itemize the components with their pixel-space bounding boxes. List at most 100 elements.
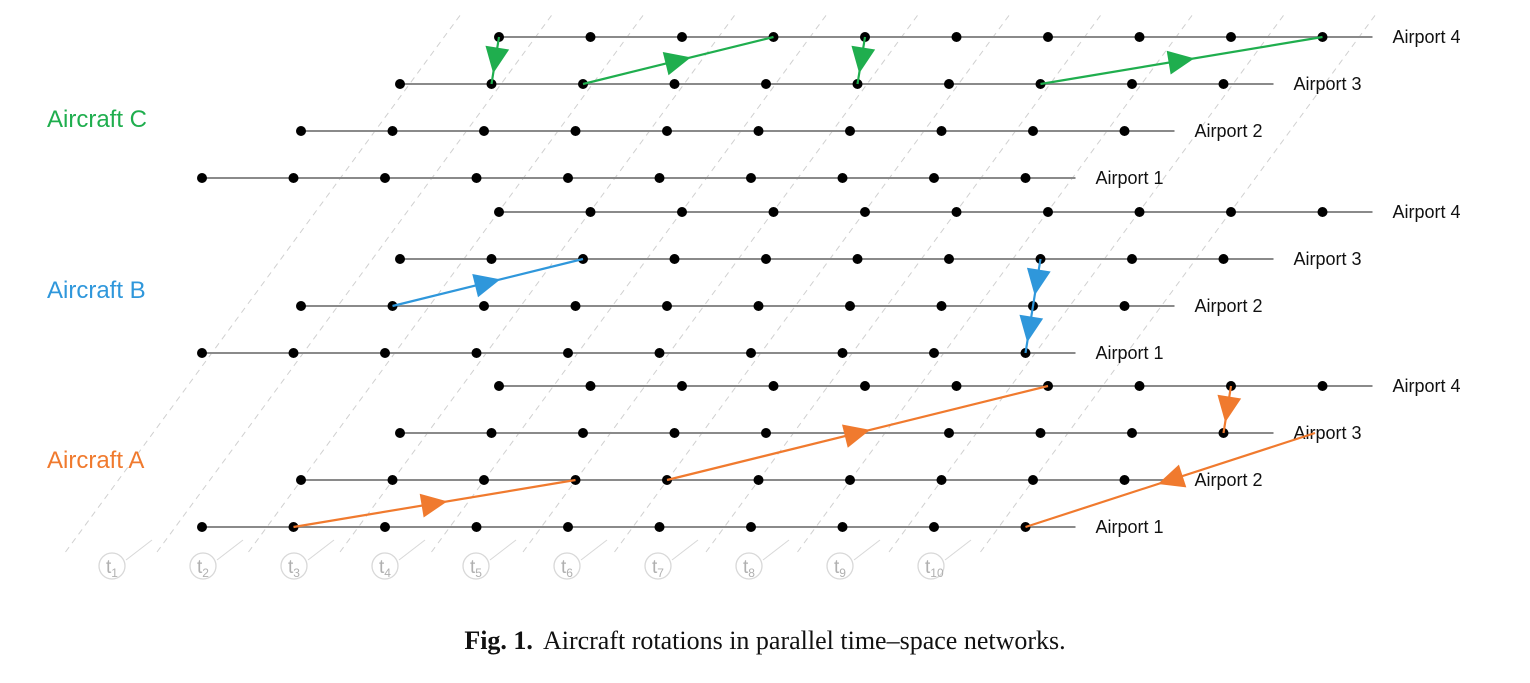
flight-arrowhead bbox=[485, 45, 510, 74]
time-tick bbox=[398, 539, 426, 561]
time-label-text: t7 bbox=[652, 557, 664, 580]
time-label-text: t4 bbox=[379, 557, 391, 580]
time-space-node bbox=[936, 475, 947, 485]
time-space-node bbox=[1043, 32, 1053, 42]
time-axis-labels: t1 t2 t3 t4 t5 t6 t7 t8 t9 t10 bbox=[98, 539, 972, 580]
time-space-node bbox=[654, 522, 665, 532]
figure-caption-text: Aircraft rotations in parallel time–spac… bbox=[542, 626, 1066, 655]
time-space-node bbox=[951, 32, 962, 42]
time-space-node bbox=[563, 522, 573, 532]
time-space-node bbox=[578, 428, 588, 438]
aircraft-network-aircraft-c: Airport 1 Airport 2 Airport 3 Airport 4 Airc… bbox=[47, 27, 1461, 188]
time-space-node bbox=[654, 173, 665, 183]
time-space-node bbox=[479, 475, 489, 485]
time-tick bbox=[580, 539, 608, 561]
time-space-node bbox=[563, 348, 573, 358]
time-space-node bbox=[761, 428, 771, 438]
time-label-t2: t2 bbox=[189, 539, 244, 580]
time-label-text: t2 bbox=[197, 557, 209, 580]
flight-arrowhead bbox=[419, 493, 448, 518]
time-guide-line bbox=[522, 11, 921, 553]
time-guide-line bbox=[888, 11, 1287, 553]
time-space-node bbox=[837, 522, 848, 532]
time-space-node bbox=[395, 79, 405, 89]
airport-label: Airport 4 bbox=[1393, 27, 1461, 47]
time-space-node bbox=[753, 475, 764, 485]
time-space-node bbox=[486, 254, 497, 264]
time-space-node bbox=[860, 381, 870, 391]
time-space-node bbox=[677, 381, 687, 391]
time-guide-line bbox=[980, 11, 1378, 553]
time-space-node bbox=[944, 428, 954, 438]
time-space-node bbox=[662, 126, 672, 136]
time-space-node bbox=[471, 173, 482, 183]
time-space-node bbox=[1119, 475, 1130, 485]
time-space-node bbox=[845, 301, 855, 311]
time-space-node bbox=[197, 522, 207, 532]
airport-label: Airport 3 bbox=[1294, 249, 1362, 269]
time-space-node bbox=[1028, 126, 1038, 136]
flight-arrowhead bbox=[842, 424, 871, 448]
time-guide-line bbox=[65, 11, 463, 553]
time-space-node bbox=[1035, 428, 1046, 438]
time-space-node bbox=[570, 126, 581, 136]
time-label-circle bbox=[644, 552, 672, 580]
time-space-node bbox=[837, 173, 848, 183]
time-space-node bbox=[1020, 173, 1031, 183]
time-label-t1: t1 bbox=[98, 539, 153, 580]
time-label-text: t9 bbox=[834, 557, 846, 580]
time-space-node bbox=[936, 301, 947, 311]
time-label-text: t1 bbox=[106, 557, 118, 580]
time-space-node bbox=[296, 475, 306, 485]
time-guide-line bbox=[339, 11, 738, 553]
time-label-text: t5 bbox=[470, 557, 482, 580]
flight-arrowhead bbox=[1166, 50, 1195, 75]
airport-label: Airport 1 bbox=[1096, 517, 1164, 537]
time-space-node bbox=[1218, 79, 1229, 89]
airport-label: Airport 3 bbox=[1294, 423, 1362, 443]
airport-label: Airport 2 bbox=[1195, 296, 1263, 316]
airport-label: Airport 2 bbox=[1195, 121, 1263, 141]
time-space-node bbox=[1119, 126, 1130, 136]
flight-arrowhead bbox=[1019, 314, 1044, 343]
time-space-node bbox=[936, 126, 947, 136]
time-space-node bbox=[837, 348, 848, 358]
time-space-node bbox=[1127, 79, 1137, 89]
time-label-text: t3 bbox=[288, 557, 300, 580]
time-space-node bbox=[296, 301, 306, 311]
time-space-node bbox=[1028, 475, 1038, 485]
time-label-t7: t7 bbox=[644, 539, 699, 580]
time-space-node bbox=[494, 207, 504, 217]
time-space-node bbox=[471, 522, 482, 532]
time-space-node bbox=[1218, 254, 1229, 264]
time-space-node bbox=[1043, 207, 1053, 217]
time-guide-line bbox=[248, 11, 646, 553]
time-label-t3: t3 bbox=[280, 539, 335, 580]
time-tick bbox=[762, 539, 790, 561]
time-space-node bbox=[197, 348, 207, 358]
time-tick bbox=[307, 539, 335, 561]
time-label-text: t10 bbox=[925, 557, 944, 580]
time-space-node bbox=[669, 79, 680, 89]
time-space-node bbox=[395, 254, 405, 264]
time-space-node bbox=[761, 79, 771, 89]
time-label-circle bbox=[735, 552, 763, 580]
time-space-node bbox=[380, 173, 390, 183]
time-space-node bbox=[677, 32, 687, 42]
time-space-node bbox=[1317, 381, 1328, 391]
time-space-node bbox=[479, 126, 489, 136]
time-label-text: t8 bbox=[743, 557, 755, 580]
aircraft-label: Aircraft B bbox=[47, 277, 146, 304]
time-space-node bbox=[761, 254, 771, 264]
time-space-node bbox=[1119, 301, 1130, 311]
time-space-node bbox=[387, 475, 398, 485]
airport-label: Airport 1 bbox=[1096, 343, 1164, 363]
time-space-node bbox=[1317, 207, 1328, 217]
time-label-circle bbox=[917, 552, 945, 580]
time-space-node bbox=[494, 381, 504, 391]
time-space-node bbox=[1127, 428, 1137, 438]
time-tick bbox=[944, 539, 972, 561]
time-guide-line bbox=[705, 11, 1104, 553]
time-space-node bbox=[395, 428, 405, 438]
time-space-node bbox=[197, 173, 207, 183]
